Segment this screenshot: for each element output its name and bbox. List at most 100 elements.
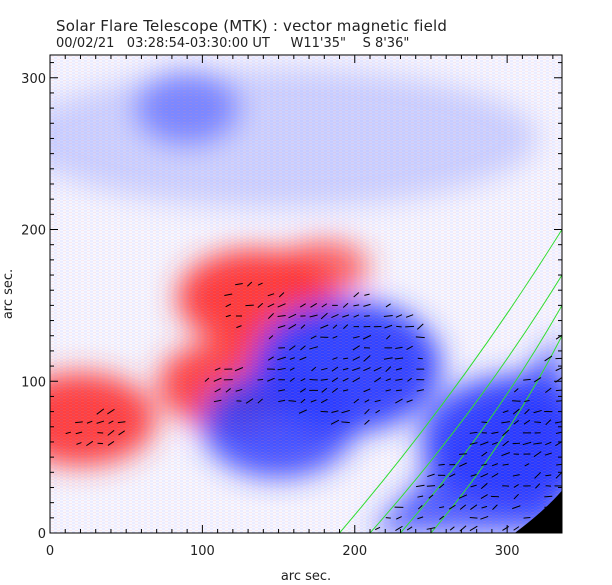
- field-vector: [364, 315, 370, 317]
- field-vector: [214, 388, 221, 393]
- field-vector: [373, 366, 382, 372]
- field-vector: [513, 419, 519, 425]
- field-vector: [245, 398, 254, 404]
- field-vector: [86, 440, 94, 447]
- field-vector: [480, 473, 489, 478]
- field-vector: [426, 527, 436, 530]
- field-vector: [320, 398, 328, 404]
- field-vector: [267, 293, 275, 297]
- field-vector: [331, 410, 339, 413]
- field-vector: [501, 452, 510, 457]
- y-tick-label: 200: [21, 224, 46, 239]
- field-vector: [267, 313, 274, 319]
- field-vector: [545, 419, 552, 426]
- field-vector: [310, 303, 318, 308]
- field-vector: [374, 526, 381, 531]
- field-vector: [533, 451, 542, 458]
- obs-lat: S 8'36": [362, 36, 410, 51]
- field-vector: [416, 484, 425, 488]
- field-vector: [352, 356, 361, 361]
- field-vector: [277, 303, 286, 308]
- field-vector: [427, 473, 435, 478]
- field-vector: [267, 303, 275, 308]
- obs-lon: W11'35": [290, 36, 347, 51]
- field-vector: [438, 483, 445, 489]
- field-vector: [385, 366, 392, 373]
- field-vector: [298, 409, 308, 414]
- noise-texture: [50, 55, 562, 533]
- field-vector: [555, 367, 562, 372]
- field-vector: [268, 335, 274, 340]
- field-vector: [331, 387, 338, 393]
- field-vector: [343, 324, 349, 330]
- field-vector: [533, 442, 542, 445]
- field-vector: [341, 409, 350, 414]
- field-vector: [277, 356, 287, 361]
- field-vector: [288, 324, 297, 330]
- field-vector: [342, 389, 349, 392]
- x-tick-label: 200: [342, 544, 367, 559]
- field-vector: [309, 314, 318, 318]
- transverse-field-vectors: [65, 281, 562, 532]
- field-vector: [267, 377, 275, 382]
- field-contours: [339, 229, 562, 533]
- field-vector: [534, 471, 542, 479]
- field-vector: [469, 517, 478, 519]
- field-vector: [545, 441, 552, 446]
- field-vector: [309, 346, 319, 350]
- field-vector: [544, 495, 553, 498]
- field-vector: [545, 387, 552, 394]
- x-tick-label: 100: [190, 544, 215, 559]
- obs-time: 03:28:54-03:30:00 UT: [126, 36, 270, 51]
- field-vector: [213, 377, 222, 382]
- field-vector: [311, 366, 317, 372]
- field-vector: [299, 356, 307, 361]
- field-vector: [417, 495, 424, 498]
- field-vector: [470, 473, 477, 477]
- field-vector: [395, 314, 403, 318]
- field-vector: [524, 399, 530, 403]
- x-tick-label: 0: [46, 544, 54, 559]
- field-vector: [214, 367, 221, 371]
- y-tick-label: 0: [38, 527, 46, 542]
- field-vector: [375, 409, 380, 414]
- field-vector: [75, 421, 83, 424]
- field-vector: [416, 389, 424, 392]
- field-vector: [480, 482, 488, 489]
- field-vector: [363, 303, 371, 307]
- field-vector: [534, 421, 542, 424]
- field-vector: [234, 367, 244, 372]
- field-vector: [491, 472, 499, 478]
- field-vector: [289, 357, 295, 360]
- field-vector: [320, 378, 328, 381]
- field-vector: [491, 463, 498, 467]
- field-vector: [481, 463, 488, 466]
- field-vector: [288, 345, 296, 351]
- field-vector: [481, 505, 488, 509]
- plot-frame: [49, 54, 563, 534]
- field-vector: [76, 442, 82, 445]
- field-vector: [288, 400, 297, 402]
- field-vector: [278, 292, 285, 298]
- field-vector: [417, 504, 423, 510]
- field-vector: [299, 388, 306, 393]
- field-vector: [321, 387, 328, 393]
- field-vector: [342, 367, 349, 371]
- field-vector: [330, 419, 340, 425]
- field-vector: [247, 281, 253, 287]
- obs-date: 00/02/21: [56, 36, 115, 51]
- field-vector: [310, 335, 317, 340]
- field-vector: [257, 398, 263, 404]
- field-vector: [491, 441, 498, 445]
- field-vector: [342, 302, 349, 308]
- field-vector: [289, 367, 295, 371]
- field-vector: [383, 357, 393, 360]
- field-vector: [395, 378, 403, 381]
- field-vector: [107, 408, 115, 415]
- field-vector: [342, 314, 350, 318]
- field-vector: [491, 431, 499, 435]
- field-vector: [533, 377, 542, 383]
- field-vector: [107, 429, 115, 436]
- field-vector: [75, 431, 83, 435]
- field-vector: [439, 515, 445, 520]
